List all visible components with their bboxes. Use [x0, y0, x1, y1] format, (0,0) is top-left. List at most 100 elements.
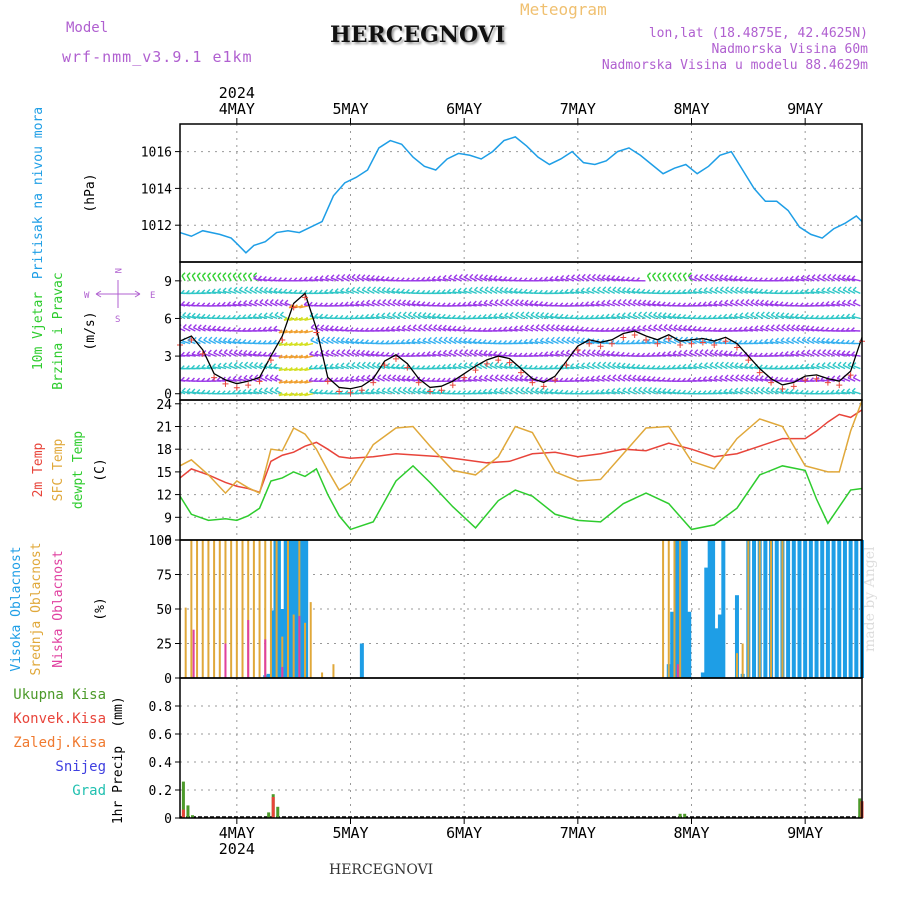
- y-tick-label: 1012: [141, 219, 172, 234]
- wind-arrow-head: [448, 274, 453, 279]
- wind-arrow-head: [702, 326, 707, 331]
- wind-arrow-head: [728, 350, 733, 355]
- wind-arrow: [596, 377, 605, 382]
- wind-arrow-head: [779, 377, 784, 382]
- wind-arrow: [595, 392, 605, 395]
- wind-arrow-head: [666, 301, 671, 306]
- wind-arrow: [264, 390, 273, 395]
- wind-arrow-head: [694, 349, 699, 354]
- wind-arrow: [351, 364, 360, 370]
- wind-arrow-head: [453, 336, 458, 341]
- wind-arrow: [667, 275, 672, 282]
- wind-arrow: [694, 352, 703, 357]
- wind-arrow: [180, 305, 181, 306]
- wind-arrow-head: [221, 390, 226, 395]
- wind-arrow-head: [478, 300, 483, 305]
- wind-arrow-head: [283, 392, 288, 397]
- wind-arrow-head: [308, 276, 313, 281]
- wind-arrow-head: [269, 298, 274, 303]
- wind-arrow-head: [610, 313, 615, 318]
- wind-arrow-head: [606, 299, 611, 304]
- wind-arrow-head: [407, 386, 412, 391]
- wind-arrow: [775, 340, 784, 345]
- wind-arrow-head: [799, 289, 804, 294]
- wind-arrow-head: [525, 311, 530, 316]
- wind-arrow: [198, 327, 206, 332]
- wind-arrow: [505, 377, 513, 382]
- wind-arrow: [515, 389, 524, 395]
- wind-arrow-head: [237, 272, 242, 277]
- wind-arrow: [755, 389, 764, 395]
- wind-arrow: [842, 289, 851, 294]
- wind-arrow: [208, 339, 217, 345]
- wind-arrow: [463, 340, 472, 345]
- wind-arrow: [254, 364, 263, 370]
- wind-arrow-head: [323, 389, 328, 394]
- wind-arrow-head: [543, 289, 548, 294]
- wind-arrow-head: [520, 386, 525, 391]
- mid_cloud-bar: [184, 607, 187, 678]
- wind-arrow: [596, 303, 605, 307]
- wind-arrow: [822, 352, 830, 357]
- wind-arrow-head: [437, 350, 442, 355]
- wind-arrow: [248, 302, 257, 307]
- wind-arrow-head: [395, 277, 400, 282]
- wind-arrow: [708, 340, 718, 345]
- wind-arrow-head: [456, 314, 461, 319]
- wind-arrow-head: [226, 314, 231, 319]
- wind-arrow-head: [441, 302, 446, 307]
- wind-arrow-head: [477, 338, 482, 343]
- wind-arrow-head: [820, 314, 825, 319]
- wind-arrow: [832, 276, 841, 282]
- wind-gust-marker: [768, 379, 775, 386]
- wind-arrow-head: [610, 327, 615, 332]
- wind-arrow: [387, 389, 396, 395]
- wind-arrow: [576, 276, 585, 282]
- wind-arrow: [427, 391, 436, 395]
- wind-arrow: [315, 327, 324, 332]
- wind-arrow-head: [247, 313, 252, 318]
- wind-arrow: [534, 340, 544, 345]
- wind-arrow: [279, 302, 288, 307]
- wind-arrow-head: [768, 365, 773, 369]
- wind-arrow: [515, 314, 524, 320]
- wind-arrow-head: [441, 289, 446, 294]
- wind-arrow: [795, 352, 805, 357]
- wind-arrow: [540, 390, 549, 395]
- wind-arrow-head: [356, 349, 361, 354]
- wind-arrow-head: [377, 374, 382, 379]
- wind-arrow: [494, 289, 503, 294]
- wind-arrow: [775, 390, 784, 395]
- wind-arrow-head: [303, 289, 308, 294]
- wind-arrow: [627, 377, 636, 382]
- wind-arrow-head: [478, 349, 483, 354]
- wind-arrow-head: [376, 286, 381, 291]
- wind-arrow-head: [687, 390, 692, 395]
- wind-arrow-head: [488, 388, 493, 393]
- wind-arrow: [718, 391, 728, 395]
- wind-arrow-head: [416, 277, 421, 282]
- wind-arrow-head: [637, 299, 642, 304]
- wind-arrow-head: [682, 377, 686, 382]
- wind-arrow-head: [799, 389, 804, 394]
- wind-arrow-head: [738, 340, 743, 345]
- wind-arrow-head: [840, 313, 845, 318]
- wind-arrow-head: [254, 286, 259, 291]
- wind-arrow: [688, 366, 697, 370]
- wind-arrow-head: [288, 392, 293, 397]
- wind-arrow-head: [293, 392, 298, 397]
- wind-arrow: [817, 352, 825, 357]
- wind-arrow-head: [605, 313, 610, 318]
- mid_cloud-bar: [264, 540, 267, 678]
- date-label-bottom: 9MAY: [787, 824, 823, 842]
- wind-arrow: [653, 327, 662, 332]
- wind-arrow-head: [719, 374, 724, 379]
- wind-arrow-head: [538, 376, 543, 381]
- wind-arrow-head: [774, 289, 779, 294]
- wind-arrow: [581, 351, 590, 357]
- wind-arrow-head: [530, 387, 535, 392]
- wind-arrow-head: [748, 363, 753, 368]
- wind-arrow-head: [804, 288, 809, 293]
- wind-arrow-head: [380, 326, 385, 331]
- wind-arrow: [233, 352, 242, 357]
